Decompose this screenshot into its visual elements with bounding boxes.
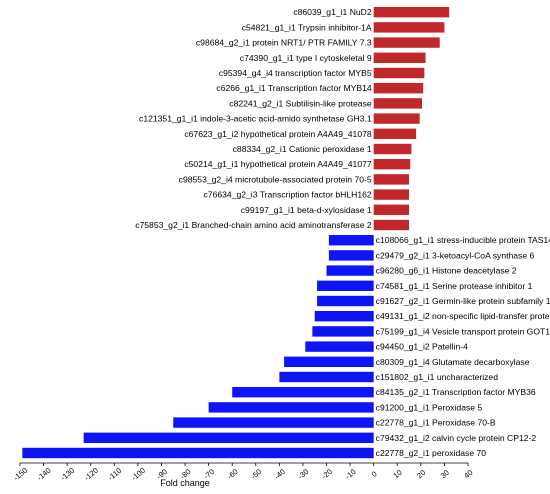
bar-17 bbox=[328, 250, 374, 261]
category-label-12: c98553_g2_i4 microtubule-associated prot… bbox=[179, 174, 372, 184]
bar-16 bbox=[328, 235, 374, 246]
bar-5 bbox=[373, 67, 425, 79]
category-label-30: c22778_g2_i1 peroxidase 70 bbox=[376, 448, 487, 458]
labels-layer: c86039_g1_i1 NuD2 c54821_g1_i1 Trypsin in… bbox=[135, 7, 550, 458]
bar-27 bbox=[208, 402, 374, 413]
bar-2 bbox=[373, 22, 445, 33]
category-label-18: c96280_g6_i1 Histone deacetylase 2 bbox=[376, 266, 517, 276]
bar-18 bbox=[326, 265, 374, 276]
x-tick-label-20: 40 bbox=[462, 468, 474, 480]
category-label-27: c91200_g1_i1 Peroxidase 5 bbox=[376, 402, 483, 412]
bar-24 bbox=[284, 356, 374, 367]
category-label-11: c50214_g1_i1 hypothetical protein A4A49_… bbox=[184, 159, 372, 169]
bar-1 bbox=[373, 7, 450, 18]
category-label-3: c98684_g2_i1 protein NRT1/ PTR FAMILY 7.… bbox=[196, 38, 372, 48]
bar-29 bbox=[83, 432, 374, 443]
category-label-9: c67623_g1_i2 hypothetical protein A4A49_… bbox=[184, 129, 372, 139]
category-label-23: c94450_g1_i2 Patellin-4 bbox=[376, 342, 468, 352]
x-tick-label-16: 0 bbox=[370, 469, 379, 479]
category-label-28: c22778_g1_i1 Peroxidase 70-B bbox=[376, 418, 496, 428]
category-label-1: c86039_g1_i1 NuD2 bbox=[293, 7, 372, 17]
category-label-20: c91627_g2_i1 Germin-like protein subfami… bbox=[376, 296, 550, 306]
x-tick-label-3: -130 bbox=[59, 466, 76, 483]
bar-8 bbox=[373, 113, 420, 124]
bar-23 bbox=[305, 341, 374, 352]
category-label-5: c95394_g4_i4 transcription factor MYB5 bbox=[219, 68, 372, 78]
category-label-16: c108066_g1_i1 stress-inducible protein T… bbox=[376, 235, 550, 245]
bar-21 bbox=[314, 311, 374, 322]
bar-20 bbox=[317, 295, 374, 307]
category-label-26: c84135_g2_i1 Transcription factor MYB36 bbox=[376, 387, 536, 397]
category-label-7: c82241_g2_i1 Subtilisin-like protease bbox=[229, 98, 372, 108]
bar-10 bbox=[373, 143, 412, 155]
category-label-8: c121351_g1_i1 indole-3-acetic acid-amido… bbox=[139, 114, 372, 124]
bar-14 bbox=[373, 204, 410, 215]
category-label-25: c151802_g1_i1 uncharacterized bbox=[376, 372, 499, 382]
bar-4 bbox=[373, 52, 426, 63]
bar-6 bbox=[373, 83, 424, 94]
x-tick-label-2: -140 bbox=[35, 466, 52, 483]
category-label-22: c75199_g1_i4 Vesicle transport protein G… bbox=[376, 326, 550, 336]
x-tick-label-12: -40 bbox=[273, 467, 287, 481]
category-label-13: c76634_g2_i3 Transcription factor bHLH16… bbox=[204, 190, 372, 200]
category-label-10: c88334_g2_i1 Cationic peroxidase 1 bbox=[233, 144, 372, 154]
bar-26 bbox=[232, 387, 374, 398]
x-axis-title: Fold change bbox=[160, 478, 210, 488]
x-tick-label-11: -50 bbox=[249, 467, 263, 481]
x-tick-label-17: 10 bbox=[392, 468, 404, 480]
bar-9 bbox=[373, 128, 417, 139]
x-tick-label-15: -10 bbox=[343, 467, 357, 481]
category-label-19: c74581_g1_i1 Serine protease inhibitor 1 bbox=[376, 281, 533, 291]
bar-7 bbox=[373, 98, 423, 109]
x-axis: -150 -140 -130 -120 -110 -100 -90 -80 -70 -60 -50-… bbox=[12, 462, 475, 483]
bar-25 bbox=[279, 371, 374, 383]
category-label-17: c29479_g2_i1 3-ketoacyl-CoA synthase 6 bbox=[376, 250, 535, 260]
x-tick-label-4: -120 bbox=[82, 466, 99, 483]
category-label-24: c80309_g1_i4 Glutamate decarboxylase bbox=[376, 357, 530, 367]
x-tick-label-19: 30 bbox=[439, 468, 451, 480]
category-label-6: c6266_g1_i1 Transcription factor MYB14 bbox=[216, 83, 371, 93]
bar-12 bbox=[373, 174, 410, 185]
bar-30 bbox=[22, 447, 374, 459]
category-label-29: c79432_g1_i2 calvin cycle protein CP12-2 bbox=[376, 433, 537, 443]
bar-11 bbox=[373, 159, 411, 170]
bar-19 bbox=[317, 280, 374, 291]
bar-28 bbox=[173, 417, 374, 428]
bars-layer bbox=[22, 7, 450, 459]
category-label-15: c75853_g2_i1 Branched-chain amino acid a… bbox=[135, 220, 372, 230]
category-label-2: c54821_g1_i1 Trypsin inhibitor-1A bbox=[242, 22, 372, 32]
x-tick-label-6: -100 bbox=[130, 466, 147, 483]
x-tick-label-5: -110 bbox=[106, 466, 123, 482]
x-tick-label-14: -20 bbox=[320, 467, 334, 481]
x-tick-label-18: 20 bbox=[415, 468, 427, 480]
x-tick-label-10: -60 bbox=[226, 467, 240, 481]
bar-15 bbox=[373, 219, 410, 231]
category-label-14: c99197_g1_i1 beta-d-xylosidase 1 bbox=[241, 205, 372, 215]
x-tick-label-1: -150 bbox=[12, 466, 29, 483]
bar-22 bbox=[312, 326, 374, 337]
category-label-21: c49131_g1_i2 non-specific lipid-transfer… bbox=[376, 311, 550, 321]
x-tick-label-13: -30 bbox=[296, 467, 310, 481]
category-label-4: c74390_g1_i1 type I cytoskeletal 9 bbox=[240, 53, 372, 63]
bar-13 bbox=[373, 189, 410, 200]
bar-3 bbox=[373, 37, 440, 48]
